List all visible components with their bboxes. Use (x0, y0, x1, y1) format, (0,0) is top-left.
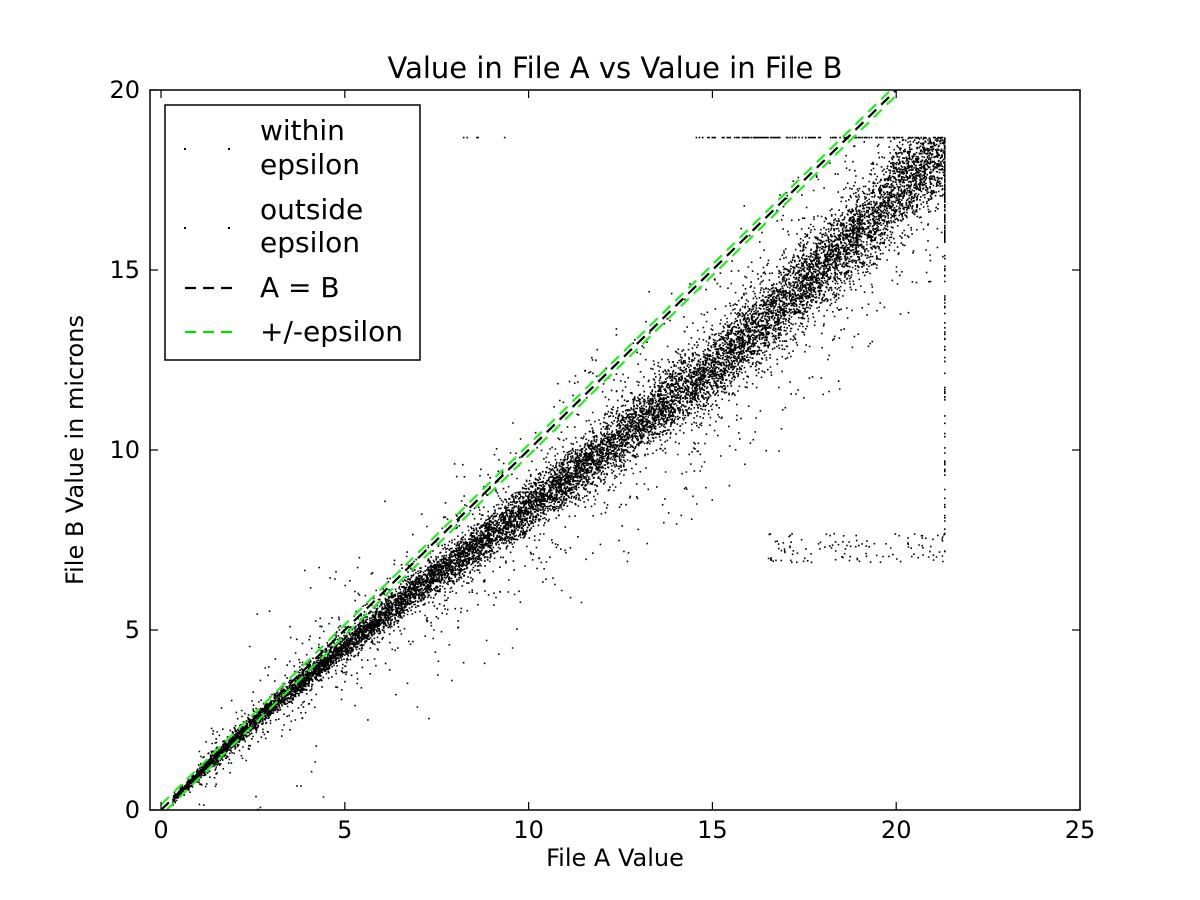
y-tick-label: 15 (109, 256, 140, 284)
legend-marker (228, 148, 230, 150)
legend-label: within (260, 114, 345, 147)
legend-marker (228, 227, 230, 229)
ticks-layer: 0 5 10 15 20 25 0 5 10 15 20 (109, 76, 1095, 844)
epsilon-lower-line (165, 94, 897, 811)
identity-line (160, 89, 897, 811)
x-axis-label: File A Value (546, 844, 684, 872)
points-layer (172, 136, 946, 811)
x-tick-label: 25 (1065, 816, 1096, 844)
legend-label: epsilon (260, 226, 360, 259)
x-tick-label: 0 (153, 816, 168, 844)
y-tick-label: 20 (109, 76, 140, 104)
legend-marker (184, 148, 186, 150)
chart-title: Value in File A vs Value in File B (388, 51, 843, 85)
legend-label: epsilon (260, 148, 360, 181)
legend-label: A = B (260, 271, 340, 304)
y-axis-label: File B Value in microns (61, 315, 89, 585)
lines-layer (160, 89, 897, 811)
x-tick-label: 20 (881, 816, 912, 844)
epsilon-upper-line (160, 89, 892, 806)
y-tick-label: 0 (125, 796, 140, 824)
legend-label: outside (260, 193, 363, 226)
x-tick-label: 5 (337, 816, 352, 844)
y-tick-label: 5 (125, 616, 140, 644)
legend-marker (184, 227, 186, 229)
x-tick-label: 10 (513, 816, 544, 844)
legend-box (164, 104, 421, 361)
x-tick-label: 15 (697, 816, 728, 844)
y-tick-label: 10 (109, 436, 140, 464)
scatter-points (172, 136, 946, 811)
legend-label: +/-epsilon (260, 315, 403, 348)
